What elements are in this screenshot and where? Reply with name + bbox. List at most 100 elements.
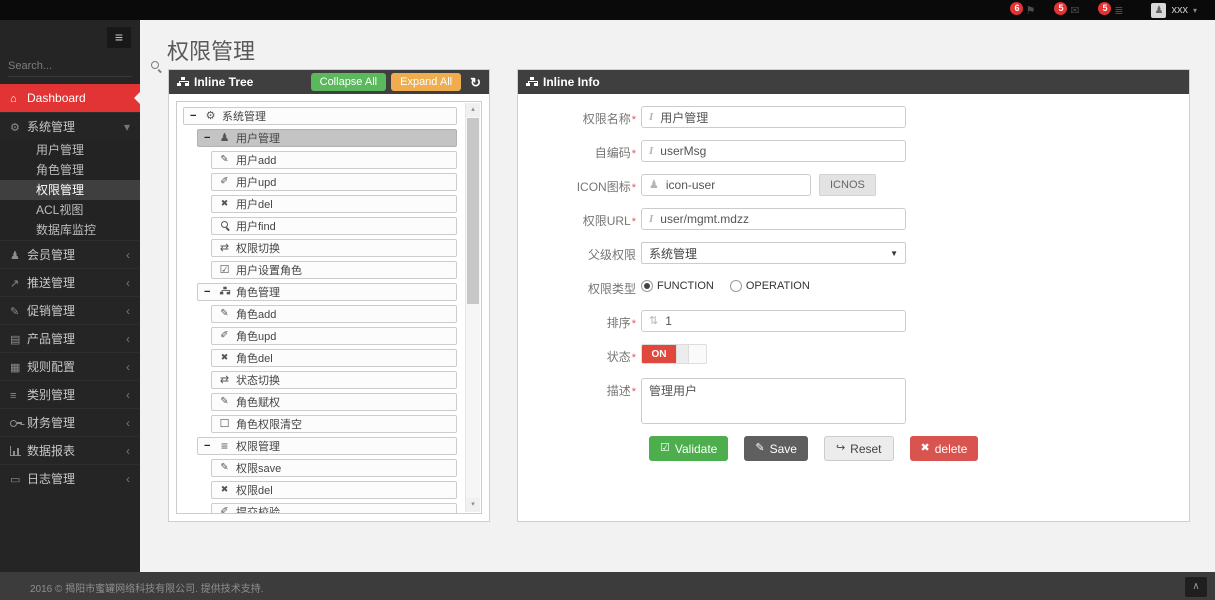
collapse-all-button[interactable]: Collapse All (310, 73, 387, 91)
search-input[interactable] (8, 60, 150, 72)
info-panel-title: Inline Info (543, 75, 600, 89)
sidebar-subitem-users[interactable]: 用户管理 (36, 143, 85, 157)
scroll-down-icon[interactable]: ▾ (466, 498, 480, 512)
radio-operation[interactable]: OPERATION (729, 280, 810, 292)
tree-panel-body: − 系统管理 − 用户管理 用户add 用户upd (169, 94, 489, 521)
permission-name-input[interactable] (660, 110, 898, 124)
sidebar-item-members[interactable]: ♟ 会员管理 ‹ (0, 240, 140, 268)
collapse-toggle-icon[interactable]: − (204, 285, 211, 298)
inline-info-panel: Inline Info 权限名称* I 自编码* I (517, 69, 1190, 522)
topbar: 6 ⚑ 5 ✉ 5 ≣ ♟ xxx ▾ (0, 0, 1215, 20)
parent-permission-select[interactable]: 系统管理 ▼ (641, 242, 906, 264)
collapse-toggle-icon[interactable]: − (190, 109, 197, 122)
sidebar-item-logs[interactable]: ▭ 日志管理 ‹ (0, 464, 140, 492)
scrollbar-thumb[interactable] (467, 118, 479, 304)
notification-badge: 6 (1010, 2, 1024, 15)
description-textarea[interactable]: 管理用户 (641, 378, 906, 424)
reset-button[interactable]: ↪ Reset (823, 436, 894, 461)
tree-node[interactable]: 角色权限清空 (211, 415, 457, 433)
sidebar-item-categories[interactable]: ≡ 类别管理 ‹ (0, 380, 140, 408)
chevron-left-icon: ‹ (126, 416, 130, 430)
tree-node[interactable]: − 权限管理 (197, 437, 457, 455)
tree-node[interactable]: 用户del (211, 195, 457, 213)
tree-node[interactable]: 权限del (211, 481, 457, 499)
required-mark: * (631, 114, 636, 126)
sidebar-item-system[interactable]: ⚙ 系统管理 ▾ (0, 112, 140, 140)
sidebar-item-push[interactable]: ↗ 推送管理 ‹ (0, 268, 140, 296)
tree-node[interactable]: 角色add (211, 305, 457, 323)
sort-input-group: ⇅ (641, 310, 906, 332)
tree-node[interactable]: 角色赋权 (211, 393, 457, 411)
validate-button[interactable]: ☑ Validate (649, 436, 729, 461)
sidebar-toggle-button[interactable]: ≡ (107, 27, 131, 48)
icnos-button[interactable]: ICNOS (819, 174, 876, 196)
sidebar-item-reports[interactable]: 数据报表 ‹ (0, 436, 140, 464)
sidebar-subitem-roles[interactable]: 角色管理 (36, 163, 85, 177)
permission-url-input[interactable] (660, 212, 898, 226)
tree-node[interactable]: 状态切换 (211, 371, 457, 389)
sidebar-subitem-acl[interactable]: ACL视图 (36, 203, 84, 217)
key-icon (10, 410, 27, 438)
sitemap-icon (526, 77, 538, 87)
sitemap-icon (177, 77, 189, 87)
chevron-left-icon: ‹ (126, 360, 130, 374)
tree-node[interactable]: 权限save (211, 459, 457, 477)
user-menu[interactable]: ♟ xxx ▾ (1151, 2, 1197, 18)
cogs-icon (204, 111, 217, 122)
collapse-toggle-icon[interactable]: − (204, 439, 211, 452)
x-icon (218, 485, 231, 495)
refresh-icon[interactable]: ↻ (470, 74, 481, 90)
sidebar-item-promotion[interactable]: ✎ 促销管理 ‹ (0, 296, 140, 324)
chevron-left-icon: ‹ (126, 276, 130, 290)
tree-node-selected[interactable]: − 用户管理 (197, 129, 457, 147)
edit-icon (218, 507, 231, 513)
x-icon: ✖ (920, 442, 930, 454)
notification-messages[interactable]: 5 ✉ (1054, 2, 1079, 17)
sidebar-item-dashboard[interactable]: ⌂ Dashboard (0, 84, 140, 112)
toggle-on-label: ON (642, 345, 676, 363)
tree-node[interactable]: 用户find (211, 217, 457, 235)
scroll-up-icon[interactable]: ▴ (466, 103, 480, 117)
radio-function[interactable]: FUNCTION (641, 280, 714, 292)
radio-unselected-icon (729, 280, 742, 292)
check-square-icon (218, 265, 231, 276)
sidebar-subitem-dbmonitor[interactable]: 数据库监控 (36, 223, 97, 237)
tree-node[interactable]: 用户add (211, 151, 457, 169)
sort-input[interactable] (665, 314, 898, 328)
sidebar-item-finance[interactable]: 财务管理 ‹ (0, 408, 140, 436)
sidebar: ≡ ⌂Dashboard ⚙系统管理 ▾ 用户管理 角色管理 权限管理 ACL视… (0, 20, 159, 572)
expand-all-button[interactable]: Expand All (391, 73, 462, 91)
notification-flag[interactable]: 6 ⚑ (1010, 2, 1035, 17)
sidebar-item-products[interactable]: ▤ 产品管理 ‹ (0, 324, 140, 352)
tree-node[interactable]: 角色del (211, 349, 457, 367)
italic-icon: I (649, 212, 654, 225)
status-toggle[interactable]: ON (641, 344, 707, 364)
sidebar-nav: ⌂ Dashboard ⚙ 系统管理 ▾ 用户管理 角色管理 权限管理 ACL视图 … (0, 84, 140, 492)
tree-node[interactable]: 提交校验 (211, 503, 457, 513)
code-input-group: I (641, 140, 906, 162)
redo-icon: ↪ (835, 442, 846, 454)
tree-node[interactable]: − 系统管理 (183, 107, 457, 125)
back-to-top-button[interactable]: ∧ (1185, 577, 1207, 597)
italic-icon: I (649, 110, 654, 123)
tree-scrollbar[interactable]: ▴ ▾ (465, 103, 480, 512)
delete-button[interactable]: ✖ delete (909, 436, 979, 461)
tree-node[interactable]: 权限切换 (211, 239, 457, 257)
save-button[interactable]: ✎ Save (744, 436, 808, 461)
share-icon: ↗ (10, 278, 20, 290)
sidebar-subitem-permissions[interactable]: 权限管理 (0, 180, 140, 200)
toggle-handle (676, 345, 689, 363)
collapse-toggle-icon[interactable]: − (204, 131, 211, 144)
chevron-down-icon: ▾ (123, 120, 130, 134)
user-icon (218, 133, 231, 144)
code-input[interactable] (660, 144, 898, 158)
tree-node[interactable]: 角色upd (211, 327, 457, 345)
chevron-down-icon: ▾ (1192, 5, 1197, 15)
sidebar-item-rules[interactable]: ▦ 规则配置 ‹ (0, 352, 140, 380)
pencil-icon (218, 397, 231, 407)
icon-input[interactable] (665, 178, 803, 192)
notification-tasks[interactable]: 5 ≣ (1098, 2, 1123, 17)
tree-node[interactable]: 用户upd (211, 173, 457, 191)
tree-node[interactable]: 用户设置角色 (211, 261, 457, 279)
tree-node[interactable]: − 角色管理 (197, 283, 457, 301)
